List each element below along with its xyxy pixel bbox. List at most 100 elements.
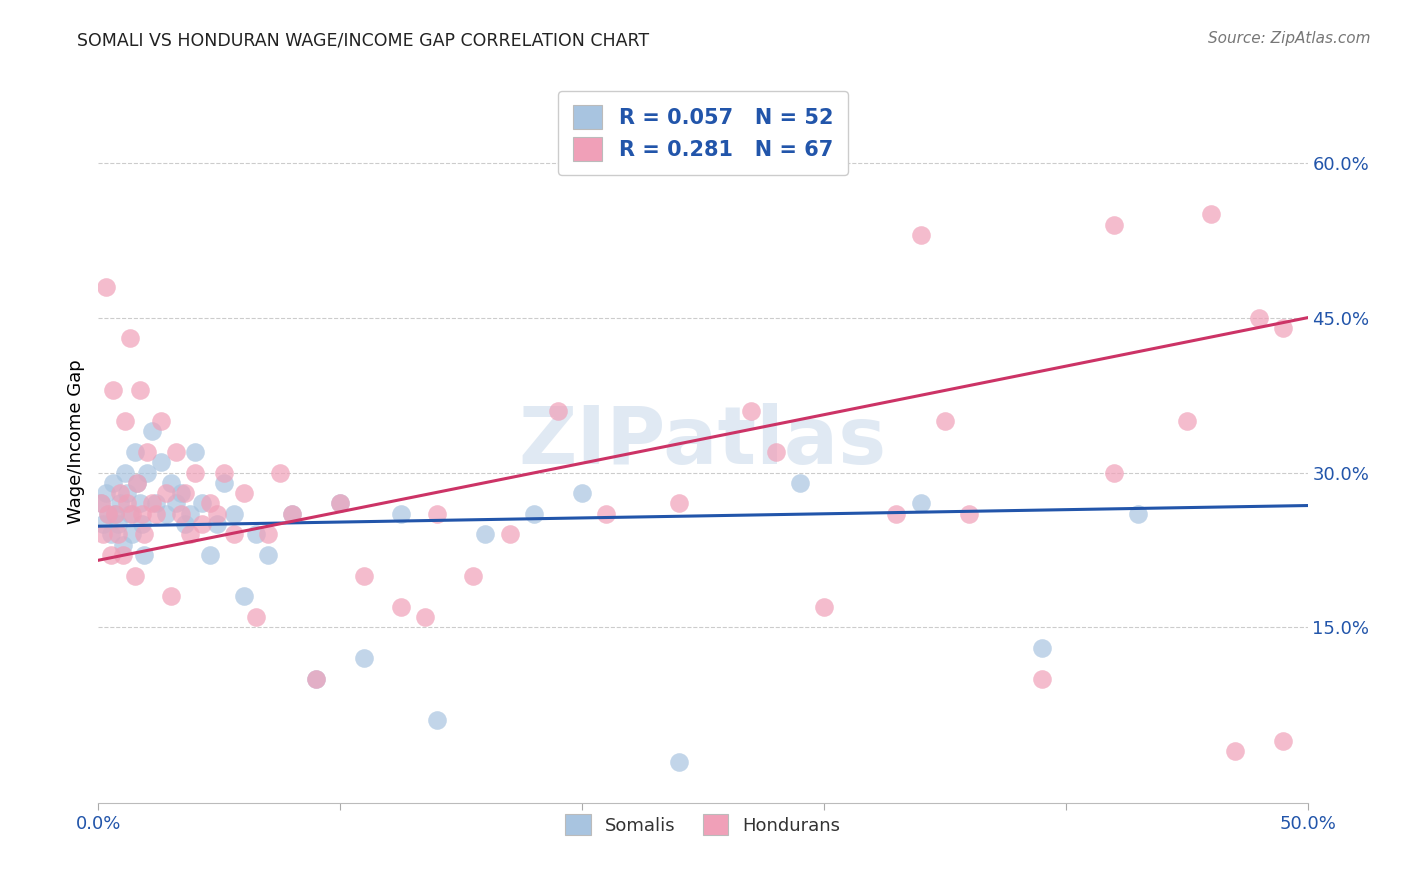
Point bbox=[668, 755, 690, 769]
Point bbox=[141, 496, 163, 510]
Point bbox=[740, 403, 762, 417]
Point bbox=[124, 568, 146, 582]
Point bbox=[463, 568, 485, 582]
Point bbox=[94, 279, 117, 293]
Point bbox=[353, 651, 375, 665]
Point bbox=[426, 713, 449, 727]
Point bbox=[212, 475, 235, 490]
Point bbox=[114, 466, 136, 480]
Point bbox=[1272, 734, 1295, 748]
Text: SOMALI VS HONDURAN WAGE/INCOME GAP CORRELATION CHART: SOMALI VS HONDURAN WAGE/INCOME GAP CORRE… bbox=[77, 31, 650, 49]
Point bbox=[111, 548, 134, 562]
Point bbox=[222, 527, 245, 541]
Point bbox=[353, 568, 375, 582]
Point bbox=[571, 486, 593, 500]
Legend: Somalis, Hondurans: Somalis, Hondurans bbox=[557, 805, 849, 845]
Point bbox=[1031, 672, 1053, 686]
Point bbox=[222, 507, 245, 521]
Point bbox=[474, 527, 496, 541]
Point bbox=[329, 496, 352, 510]
Point bbox=[547, 403, 569, 417]
Point bbox=[389, 507, 412, 521]
Point bbox=[150, 455, 173, 469]
Point bbox=[179, 507, 201, 521]
Point bbox=[121, 507, 143, 521]
Point bbox=[389, 599, 412, 614]
Point bbox=[104, 507, 127, 521]
Point bbox=[413, 610, 436, 624]
Point bbox=[910, 496, 932, 510]
Point bbox=[232, 486, 254, 500]
Point bbox=[108, 486, 131, 500]
Point bbox=[245, 610, 267, 624]
Point bbox=[107, 527, 129, 541]
Point bbox=[117, 496, 139, 510]
Point bbox=[124, 445, 146, 459]
Point bbox=[169, 486, 191, 500]
Point bbox=[155, 507, 177, 521]
Point bbox=[765, 445, 787, 459]
Point bbox=[118, 507, 141, 521]
Point bbox=[165, 445, 187, 459]
Point bbox=[90, 496, 112, 510]
Point bbox=[128, 383, 150, 397]
Point bbox=[198, 548, 221, 562]
Point bbox=[101, 475, 124, 490]
Point bbox=[232, 590, 254, 604]
Point bbox=[813, 599, 835, 614]
Point bbox=[131, 507, 153, 521]
Y-axis label: Wage/Income Gap: Wage/Income Gap bbox=[66, 359, 84, 524]
Point bbox=[281, 507, 304, 521]
Point bbox=[1031, 640, 1053, 655]
Point bbox=[111, 538, 134, 552]
Point bbox=[523, 507, 546, 521]
Point bbox=[174, 517, 197, 532]
Point bbox=[97, 507, 120, 521]
Point bbox=[1199, 207, 1222, 221]
Point bbox=[135, 445, 157, 459]
Text: Source: ZipAtlas.com: Source: ZipAtlas.com bbox=[1208, 31, 1371, 46]
Point bbox=[198, 496, 221, 510]
Point bbox=[101, 383, 124, 397]
Point bbox=[256, 527, 278, 541]
Point bbox=[169, 507, 191, 521]
Point bbox=[145, 507, 167, 521]
Point bbox=[100, 527, 122, 541]
Point bbox=[174, 486, 197, 500]
Point bbox=[114, 414, 136, 428]
Text: ZIPatlas: ZIPatlas bbox=[519, 402, 887, 481]
Point bbox=[1272, 321, 1295, 335]
Point bbox=[1223, 744, 1246, 758]
Point bbox=[117, 486, 139, 500]
Point bbox=[135, 466, 157, 480]
Point bbox=[205, 517, 228, 532]
Point bbox=[97, 507, 120, 521]
Point bbox=[1102, 218, 1125, 232]
Point bbox=[305, 672, 328, 686]
Point bbox=[134, 548, 156, 562]
Point bbox=[127, 475, 149, 490]
Point bbox=[184, 466, 207, 480]
Point bbox=[107, 517, 129, 532]
Point bbox=[886, 507, 908, 521]
Point bbox=[165, 496, 187, 510]
Point bbox=[131, 517, 153, 532]
Point bbox=[910, 228, 932, 243]
Point bbox=[668, 496, 690, 510]
Point bbox=[160, 475, 183, 490]
Point bbox=[141, 424, 163, 438]
Point bbox=[498, 527, 520, 541]
Point bbox=[134, 527, 156, 541]
Point bbox=[104, 507, 127, 521]
Point bbox=[155, 486, 177, 500]
Point bbox=[160, 590, 183, 604]
Point bbox=[212, 466, 235, 480]
Point bbox=[305, 672, 328, 686]
Point bbox=[957, 507, 980, 521]
Point bbox=[595, 507, 617, 521]
Point bbox=[91, 527, 114, 541]
Point bbox=[128, 496, 150, 510]
Point bbox=[191, 496, 214, 510]
Point bbox=[108, 496, 131, 510]
Point bbox=[184, 445, 207, 459]
